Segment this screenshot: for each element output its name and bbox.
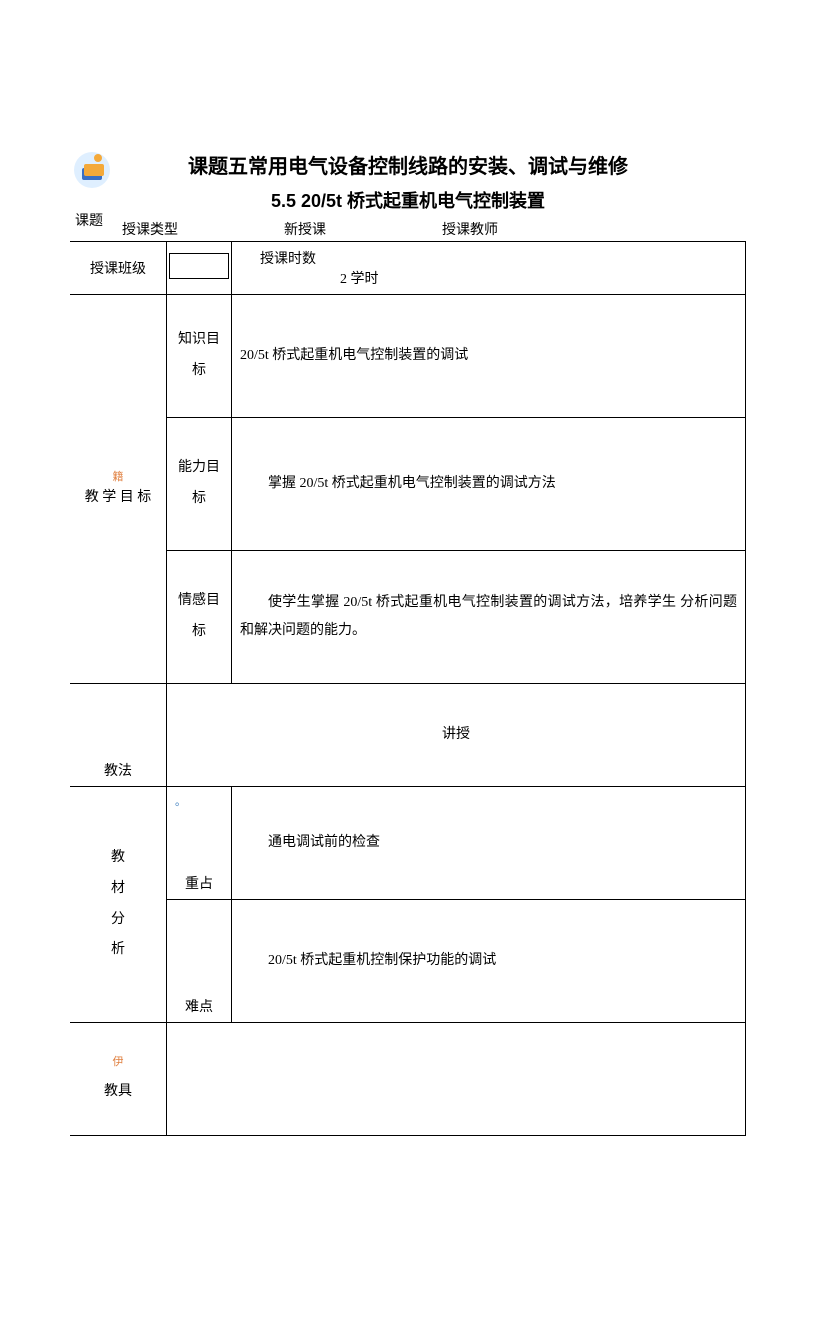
method-label: 教法 bbox=[78, 760, 158, 780]
method-value: 讲授 bbox=[175, 721, 737, 749]
key-point-text: 通电调试前的检查 bbox=[240, 829, 737, 857]
hard-point-text: 20/5t 桥式起重机控制保护功能的调试 bbox=[240, 947, 737, 975]
tools-accent: 伊 bbox=[78, 1049, 158, 1075]
knowledge-goal-text: 20/5t 桥式起重机电气控制装置的调试 bbox=[240, 342, 737, 370]
lesson-icon bbox=[72, 150, 112, 190]
class-input-box[interactable] bbox=[169, 253, 229, 279]
hours-label: 授课时数 bbox=[240, 248, 499, 268]
tools-label: 教具 bbox=[78, 1075, 158, 1109]
goals-accent: 籍 bbox=[78, 469, 158, 487]
analysis-section-label: 教材分析 bbox=[111, 850, 125, 957]
goals-section-label: 教 学 目 标 bbox=[78, 487, 158, 509]
key-dot: 。 bbox=[175, 793, 186, 809]
class-label: 授课班级 bbox=[90, 262, 146, 277]
emotion-goal-label: 情感目标 bbox=[175, 586, 223, 648]
knowledge-goal-label: 知识目标 bbox=[175, 325, 223, 387]
key-point-label: 重占 bbox=[175, 873, 223, 893]
type-label: 授课类型 bbox=[110, 219, 190, 239]
main-title: 课题五常用电气设备控制线路的安装、调试与维修 bbox=[70, 150, 746, 179]
tools-value bbox=[167, 1023, 746, 1136]
sub-title: 5.5 20/5t 桥式起重机电气控制装置 bbox=[70, 187, 746, 213]
topic-label: 课题 bbox=[75, 210, 103, 230]
emotion-goal-text: 使学生掌握 20/5t 桥式起重机电气控制装置的调试方法，培养学生 分析问题和解… bbox=[240, 589, 737, 645]
ability-goal-text: 掌握 20/5t 桥式起重机电气控制装置的调试方法 bbox=[240, 470, 737, 498]
hours-value: 2 学时 bbox=[240, 268, 479, 288]
lesson-plan-table: 授课班级 授课时数 2 学时 籍 教 学 目 标 知识目标 20/5t bbox=[70, 241, 746, 1136]
ability-goal-label: 能力目标 bbox=[175, 453, 223, 515]
teacher-label: 授课教师 bbox=[420, 219, 520, 239]
hard-point-label: 难点 bbox=[175, 996, 223, 1016]
type-value: 新授课 bbox=[190, 219, 420, 239]
